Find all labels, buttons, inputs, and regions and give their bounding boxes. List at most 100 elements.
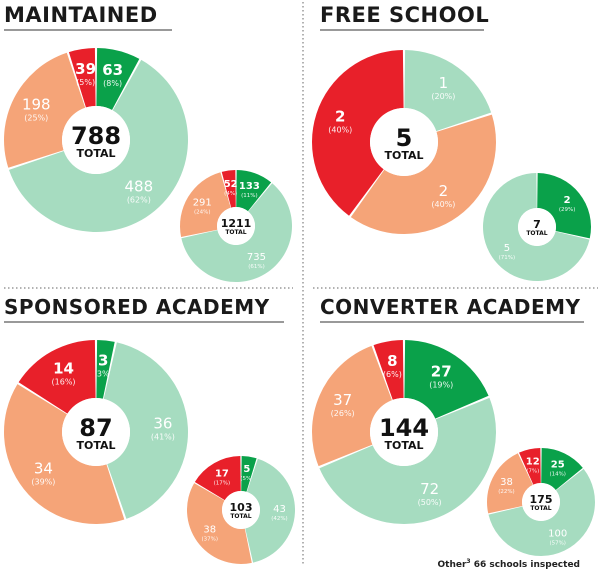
slice-value-label: 72 <box>420 480 439 498</box>
slice-percent-label: (24%) <box>194 209 211 215</box>
slice-value-label: 39 <box>75 60 96 78</box>
donut-center <box>518 208 556 246</box>
slice-value-label: 37 <box>333 391 352 409</box>
slice-value-label: 17 <box>215 469 229 480</box>
slice-value-label: 5 <box>504 243 510 254</box>
footnote-superscript: 3 <box>466 558 471 565</box>
slice-percent-label: (16%) <box>52 377 76 386</box>
slice-percent-label: (11%) <box>241 193 258 199</box>
slice-value-label: 291 <box>193 197 212 208</box>
donut-center <box>62 398 130 466</box>
donut-center <box>370 108 438 176</box>
total-value: 175 <box>530 493 553 506</box>
slice-requires-improvement <box>312 345 392 467</box>
slice-good <box>404 50 492 132</box>
slice-value-label: 36 <box>153 414 172 432</box>
slice-value-label: 52 <box>224 179 238 190</box>
slice-good <box>482 173 590 281</box>
slice-percent-label: (4%) <box>224 191 237 197</box>
slice-value-label: 3 <box>98 351 108 369</box>
slice-percent-label: (5%) <box>240 476 253 482</box>
slice-outstanding <box>236 170 272 212</box>
slice-requires-improvement <box>3 52 86 168</box>
total-value: 5 <box>396 124 413 152</box>
total-label: TOTAL <box>76 147 115 160</box>
slice-good <box>245 458 296 563</box>
slice-value-label: 5 <box>243 464 250 475</box>
slice-good <box>319 397 497 525</box>
total-value: 788 <box>71 122 121 150</box>
donut-center <box>222 491 260 529</box>
slice-value-label: 34 <box>34 460 53 478</box>
total-value: 7 <box>533 218 541 231</box>
slice-value-label: 43 <box>273 504 286 515</box>
total-value: 103 <box>230 501 253 514</box>
slice-value-label: 38 <box>203 525 216 536</box>
slice-inadequate <box>519 448 541 485</box>
slice-percent-label: (61%) <box>248 264 265 270</box>
slice-percent-label: (40%) <box>431 200 455 209</box>
donut-center <box>217 207 255 245</box>
donut-center <box>62 106 130 174</box>
slice-value-label: 38 <box>500 477 513 488</box>
total-label: TOTAL <box>76 439 115 452</box>
slice-percent-label: (19%) <box>429 380 453 389</box>
slice-value-label: 2 <box>439 182 449 200</box>
total-label: TOTAL <box>384 439 423 452</box>
slice-good <box>8 59 188 233</box>
donut-center <box>370 398 438 466</box>
slice-percent-label: (22%) <box>498 489 515 495</box>
slice-percent-label: (41%) <box>151 432 175 441</box>
slice-percent-label: (26%) <box>331 409 355 418</box>
slice-percent-label: (8%) <box>103 79 122 88</box>
slice-requires-improvement <box>180 172 231 237</box>
slice-percent-label: (42%) <box>271 516 288 522</box>
slice-value-label: 8 <box>387 352 397 370</box>
slice-inadequate <box>18 340 96 414</box>
slice-value-label: 25 <box>551 459 565 470</box>
total-label: TOTAL <box>384 149 423 162</box>
panel-title-maintained: MAINTAINED <box>4 3 158 27</box>
slice-percent-label: (5%) <box>76 78 95 87</box>
slice-percent-label: (14%) <box>549 471 566 477</box>
total-label: TOTAL <box>225 229 246 236</box>
slice-outstanding <box>241 456 257 492</box>
total-value: 87 <box>79 414 112 442</box>
slice-percent-label: (71%) <box>499 255 516 261</box>
footnote: Other3 66 schools inspected <box>437 558 580 570</box>
slice-inadequate <box>221 170 236 208</box>
slice-inadequate <box>312 50 404 216</box>
panel-title-free-school: FREE SCHOOL <box>320 3 489 27</box>
slice-requires-improvement <box>3 384 125 525</box>
slice-percent-label: (17%) <box>214 481 231 487</box>
slice-percent-label: (50%) <box>418 498 442 507</box>
slice-percent-label: (40%) <box>328 125 352 134</box>
slice-good <box>488 468 595 556</box>
slice-value-label: 14 <box>53 359 74 377</box>
slice-value-label: 2 <box>335 107 345 125</box>
slice-value-label: 2 <box>564 195 571 206</box>
total-value: 144 <box>379 414 429 442</box>
slice-outstanding <box>537 173 591 239</box>
slice-good <box>103 342 188 519</box>
slice-value-label: 198 <box>22 96 51 114</box>
slice-good <box>181 183 292 282</box>
panel-title-converter-academy: CONVERTER ACADEMY <box>320 295 581 319</box>
slice-value-label: 12 <box>526 456 540 467</box>
slice-outstanding <box>404 340 489 419</box>
slice-requires-improvement <box>487 453 533 514</box>
total-label: TOTAL <box>230 513 251 520</box>
total-label: TOTAL <box>526 230 547 237</box>
slice-percent-label: (20%) <box>431 92 455 101</box>
slice-outstanding <box>541 448 583 490</box>
slice-value-label: 133 <box>239 181 260 192</box>
slice-value-label: 488 <box>125 178 154 196</box>
slice-percent-label: (6%) <box>383 370 402 379</box>
